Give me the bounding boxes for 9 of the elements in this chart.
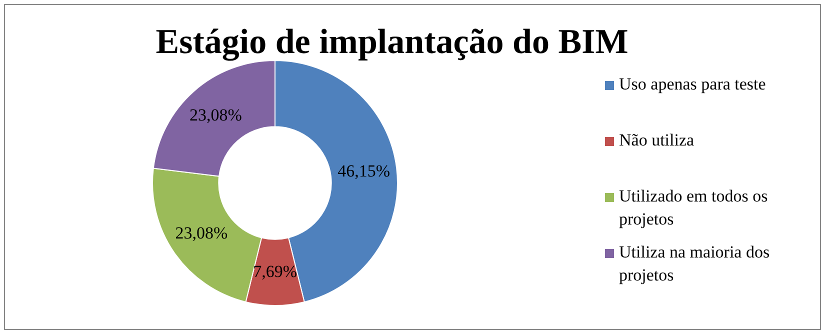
data-label: 23,08% xyxy=(175,223,228,242)
data-label: 23,08% xyxy=(189,106,242,125)
chart-title: Estágio de implantação do BIM xyxy=(156,22,628,62)
data-label: 7,69% xyxy=(253,262,297,281)
legend-label: Utiliza na maioria dos projetos xyxy=(619,242,770,284)
legend-label: Uso apenas para teste xyxy=(619,74,766,94)
legend-label: Utilizado em todos os projetos xyxy=(619,186,768,228)
legend-label: Não utiliza xyxy=(619,130,695,150)
data-label: 46,15% xyxy=(338,162,390,181)
